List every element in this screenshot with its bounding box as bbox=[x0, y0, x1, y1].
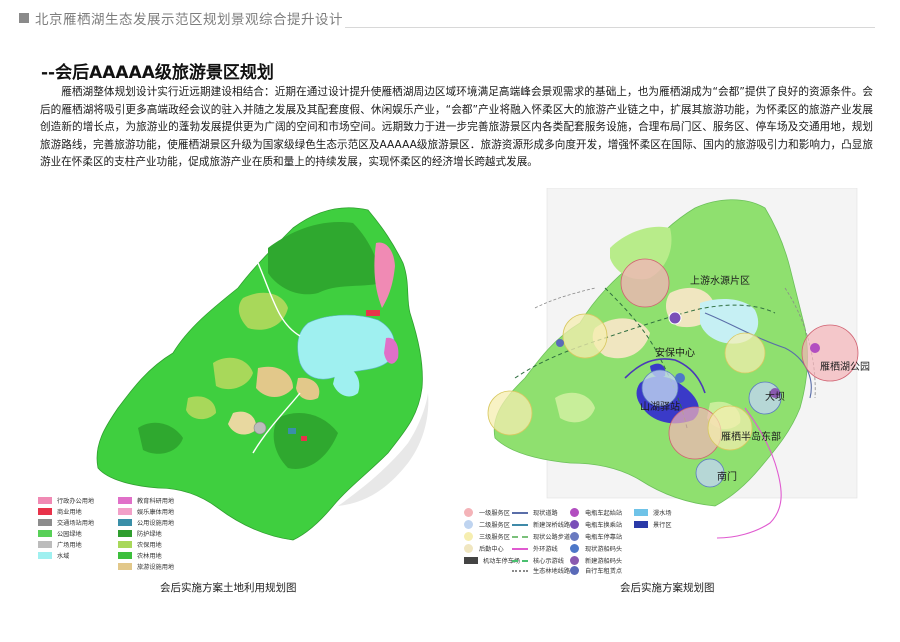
legend-item: 电瓶车停靠站 bbox=[570, 532, 622, 541]
legend-item: 教育科研用地 bbox=[118, 496, 174, 505]
legend-swatch bbox=[38, 508, 52, 515]
header-square-icon bbox=[19, 13, 29, 23]
legend-item: 漫水场 bbox=[634, 508, 672, 517]
section-title: --会后AAAAA级旅游景区规划 bbox=[41, 63, 274, 83]
place-label: 雁栖湖公园 bbox=[820, 360, 870, 373]
legend-item: 电瓶车换乘站 bbox=[570, 520, 622, 529]
legend-item: 现状公路步道 bbox=[512, 532, 570, 541]
legend-item: 广场用地 bbox=[38, 540, 82, 549]
legend-item: 公用设施用地 bbox=[118, 518, 174, 527]
place-label: 安保中心 bbox=[655, 346, 695, 359]
section-paragraph: 雁栖湖整体规划设计实行近远期建设相结合：近期在通过设计提升使雁栖湖周边区域环境满… bbox=[40, 86, 873, 169]
legend-swatch bbox=[118, 541, 132, 548]
legend-item: 交通场站用地 bbox=[38, 518, 94, 527]
legend-swatch bbox=[570, 544, 579, 553]
legend-swatch bbox=[570, 520, 579, 529]
legend-swatch bbox=[570, 532, 579, 541]
land-use-map-graphic bbox=[96, 207, 429, 541]
legend-item: 农保用地 bbox=[118, 540, 162, 549]
place-label: 雁栖半岛东部 bbox=[721, 430, 781, 443]
legend-item: 三级服务区 bbox=[464, 532, 510, 541]
legend-swatch bbox=[38, 519, 52, 526]
legend-swatch bbox=[464, 544, 473, 553]
tourism-plan-legend: 一级服务区 现状道路 电瓶车起始站 漫水场 二级服务区 新建深桥线路 电瓶车换乘… bbox=[464, 508, 704, 575]
legend-item: 二级服务区 bbox=[464, 520, 510, 529]
legend-swatch bbox=[118, 552, 132, 559]
legend-swatch bbox=[464, 557, 478, 564]
legend-swatch bbox=[512, 523, 528, 526]
legend-item: 现状游船码头 bbox=[570, 544, 622, 553]
legend-item: 新建游船码头 bbox=[570, 556, 622, 565]
legend-item: 公园绿地 bbox=[38, 529, 82, 538]
place-label: 南门 bbox=[717, 470, 737, 483]
legend-item: 水域 bbox=[38, 551, 69, 560]
legend-swatch bbox=[512, 569, 528, 572]
legend-swatch bbox=[570, 508, 579, 517]
tourism-plan-map-graphic: 上游水源片区 安保中心 雁栖湖公园 山湖驿站 大坝 雁栖半岛东部 南门 bbox=[487, 187, 870, 539]
legend-swatch bbox=[118, 508, 132, 515]
legend-swatch bbox=[38, 497, 52, 504]
legend-item: 一级服务区 bbox=[464, 508, 510, 517]
legend-swatch bbox=[464, 520, 473, 529]
legend-swatch bbox=[634, 509, 648, 516]
header-divider bbox=[345, 27, 875, 28]
tourism-plan-map: 上游水源片区 安保中心 雁栖湖公园 山湖驿站 大坝 雁栖半岛东部 南门 bbox=[455, 187, 875, 588]
legend-item: 机动车停车场 bbox=[464, 556, 520, 565]
land-use-legend: 行政办公用地 教育科研用地 商业用地 娱乐康体用地 交通场站用地 公用设施用地 … bbox=[38, 496, 268, 576]
legend-item: 自行车租赁点 bbox=[570, 566, 622, 575]
legend-item: 行政办公用地 bbox=[38, 496, 94, 505]
legend-swatch bbox=[464, 532, 473, 541]
legend-swatch bbox=[512, 535, 528, 538]
place-label: 上游水源片区 bbox=[690, 274, 750, 287]
legend-item: 现状道路 bbox=[512, 508, 558, 517]
legend-swatch bbox=[570, 556, 579, 565]
legend-item: 生态林地线路 bbox=[512, 566, 570, 575]
legend-swatch bbox=[512, 547, 528, 550]
legend-swatch bbox=[570, 566, 579, 575]
land-use-map bbox=[38, 188, 440, 588]
legend-item: 防护绿地 bbox=[118, 529, 162, 538]
place-label: 山湖驿站 bbox=[640, 400, 680, 413]
legend-item: 新建深桥线路 bbox=[512, 520, 570, 529]
land-use-map-caption: 会后实施方案土地利用规划图 bbox=[160, 582, 297, 594]
legend-item: 外环游线 bbox=[512, 544, 558, 553]
legend-item: 农林用地 bbox=[118, 551, 162, 560]
legend-swatch bbox=[118, 563, 132, 570]
legend-item: 娱乐康体用地 bbox=[118, 507, 174, 516]
legend-swatch bbox=[512, 511, 528, 514]
legend-swatch bbox=[512, 559, 528, 562]
legend-item: 核心示游线 bbox=[512, 556, 564, 565]
legend-swatch bbox=[38, 552, 52, 559]
legend-item: 电瓶车起始站 bbox=[570, 508, 622, 517]
legend-swatch bbox=[38, 541, 52, 548]
legend-swatch bbox=[634, 521, 648, 528]
legend-item: 旅游设施用地 bbox=[118, 562, 174, 571]
legend-swatch bbox=[118, 530, 132, 537]
legend-swatch bbox=[118, 497, 132, 504]
document-header-title: 北京雁栖湖生态发展示范区规划景观综合提升设计 bbox=[35, 12, 343, 28]
place-label: 大坝 bbox=[765, 390, 785, 403]
legend-swatch bbox=[464, 508, 473, 517]
tourism-plan-map-caption: 会后实施方案规划图 bbox=[620, 582, 715, 594]
legend-item: 景行区 bbox=[634, 520, 672, 529]
legend-item: 商业用地 bbox=[38, 507, 82, 516]
legend-item: 后勤中心 bbox=[464, 544, 504, 553]
legend-swatch bbox=[118, 519, 132, 526]
legend-swatch bbox=[38, 530, 52, 537]
